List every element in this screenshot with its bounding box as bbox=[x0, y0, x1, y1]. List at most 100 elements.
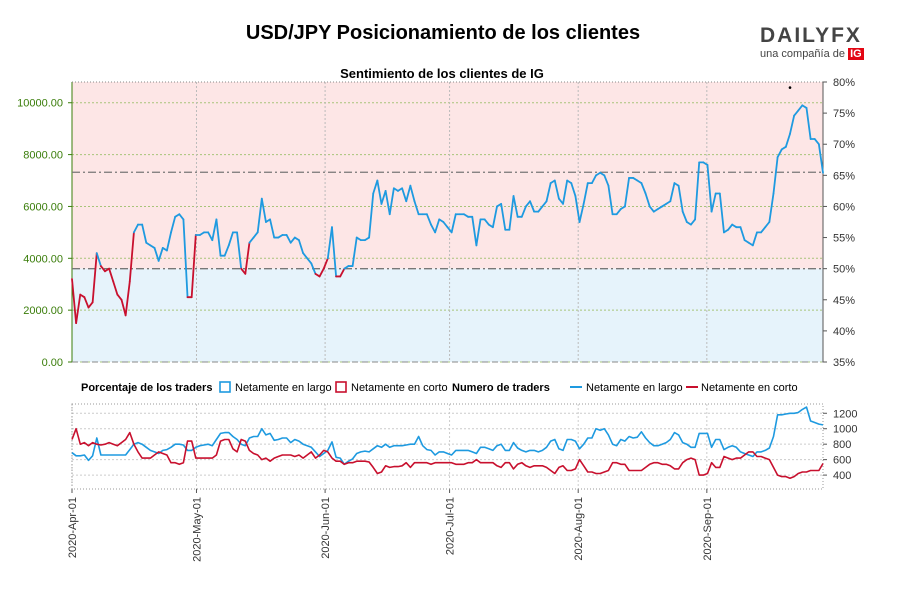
price-segment bbox=[211, 218, 218, 242]
price-segment bbox=[351, 236, 358, 267]
price-segment bbox=[574, 195, 581, 223]
logo-wordmark: DAILYFX bbox=[760, 24, 862, 47]
price-segment bbox=[91, 252, 98, 304]
sentiment-chart: 0.00 2000.00 4000.00 6000.00 8000.00 10000.00… bbox=[17, 77, 855, 369]
price-segment bbox=[520, 205, 527, 218]
price-segment bbox=[483, 218, 490, 226]
price-segment bbox=[562, 179, 569, 205]
price-segment bbox=[607, 184, 614, 216]
price-segment bbox=[644, 192, 651, 208]
price-segment bbox=[475, 218, 482, 247]
left-tick-label: 6000.00 bbox=[23, 201, 63, 213]
price-segment bbox=[128, 231, 135, 283]
legend: Porcentaje de los traders Netamente en l… bbox=[81, 381, 798, 394]
price-segment bbox=[310, 262, 317, 275]
price-segment bbox=[541, 200, 548, 208]
left-tick-label: 4000.00 bbox=[23, 253, 63, 265]
price-segment bbox=[706, 164, 713, 213]
price-segment bbox=[450, 213, 457, 234]
price-segment bbox=[805, 107, 812, 140]
price-segment bbox=[718, 192, 725, 234]
x-tick-label: 2020-Aug-01 bbox=[573, 497, 585, 561]
price-segment bbox=[326, 226, 333, 260]
lower-frame bbox=[71, 403, 824, 490]
price-segment bbox=[376, 179, 383, 205]
price-segment bbox=[331, 226, 337, 278]
price-segment bbox=[405, 184, 412, 203]
price-segment bbox=[339, 267, 346, 278]
left-tick-label: 10000.00 bbox=[17, 98, 63, 110]
x-tick-label: 2020-Jul-01 bbox=[445, 497, 457, 555]
price-segment bbox=[570, 182, 577, 197]
price-segment bbox=[640, 182, 647, 195]
traders-chart: 400 600 800 1000 1200 2020-Apr-01 2020-May-01 2… bbox=[67, 403, 857, 562]
price-segment bbox=[322, 257, 329, 270]
left-tick-label: 2000.00 bbox=[23, 305, 63, 317]
price-segment bbox=[298, 239, 304, 255]
legend-percent-title: Porcentaje de los traders bbox=[81, 382, 212, 394]
price-segment bbox=[624, 177, 630, 208]
price-segment bbox=[525, 200, 531, 208]
price-segment bbox=[615, 208, 622, 216]
price-segment bbox=[306, 257, 313, 265]
legend-count-title: Numero de traders bbox=[452, 382, 550, 394]
legend-percent-long: Netamente en largo bbox=[235, 382, 332, 394]
price-segment bbox=[442, 221, 449, 229]
price-segment bbox=[108, 267, 115, 283]
price-segment bbox=[413, 200, 420, 216]
right-tick-label: 35% bbox=[833, 357, 855, 369]
price-segment bbox=[120, 298, 127, 317]
price-segment bbox=[256, 197, 263, 234]
price-segment bbox=[71, 278, 78, 325]
price-segment bbox=[764, 221, 771, 229]
price-segment bbox=[751, 231, 758, 247]
price-segment bbox=[545, 182, 552, 203]
lower-zone bbox=[72, 268, 823, 362]
right-tick-label: 40% bbox=[833, 326, 855, 338]
lower-tick-label: 400 bbox=[833, 470, 851, 482]
price-segment bbox=[690, 218, 696, 226]
price-segment bbox=[87, 301, 94, 309]
price-segment bbox=[813, 138, 820, 146]
legend-percent-short: Netamente en corto bbox=[351, 382, 448, 394]
price-segment bbox=[166, 231, 172, 252]
price-segment bbox=[727, 223, 734, 231]
price-segment bbox=[236, 231, 243, 270]
price-segment bbox=[260, 197, 267, 223]
price-segment bbox=[215, 218, 222, 257]
price-segment bbox=[512, 195, 519, 218]
price-segment bbox=[368, 192, 375, 239]
price-segment bbox=[95, 252, 102, 267]
dailyfx-logo: DAILYFX una compañía de IG bbox=[760, 24, 870, 60]
x-tick-label: 2020-Apr-01 bbox=[67, 497, 79, 558]
short-traders-line bbox=[71, 427, 824, 480]
legend-percent-long-swatch bbox=[219, 381, 231, 393]
price-segment bbox=[207, 231, 214, 242]
price-segment bbox=[669, 182, 676, 203]
price-segment bbox=[760, 226, 767, 234]
right-tick-label: 75% bbox=[833, 108, 855, 120]
price-segment bbox=[178, 213, 185, 221]
main-chart-title: Sentimiento de los clientes de IG bbox=[340, 66, 544, 81]
price-segment bbox=[116, 293, 123, 301]
price-segment bbox=[124, 280, 131, 317]
ig-mark: IG bbox=[848, 48, 864, 60]
left-tick-label: 8000.00 bbox=[23, 150, 63, 162]
price-segment bbox=[401, 187, 408, 203]
price-segment bbox=[157, 247, 164, 262]
lower-tick-label: 600 bbox=[833, 455, 851, 467]
price-segment bbox=[182, 218, 189, 299]
price-segment bbox=[537, 205, 544, 213]
price-segment bbox=[677, 184, 684, 213]
logo-tagline: una compañía de IG bbox=[760, 48, 870, 60]
right-tick-label: 55% bbox=[833, 233, 855, 245]
left-tick-label: 0.00 bbox=[42, 357, 63, 369]
price-segment bbox=[380, 189, 387, 205]
price-segment bbox=[471, 215, 478, 247]
logo-tagline-text: una compañía de bbox=[760, 48, 846, 60]
price-segment bbox=[710, 192, 717, 213]
price-segment bbox=[75, 293, 82, 325]
price-segment bbox=[491, 205, 498, 229]
price-segment bbox=[289, 236, 296, 244]
